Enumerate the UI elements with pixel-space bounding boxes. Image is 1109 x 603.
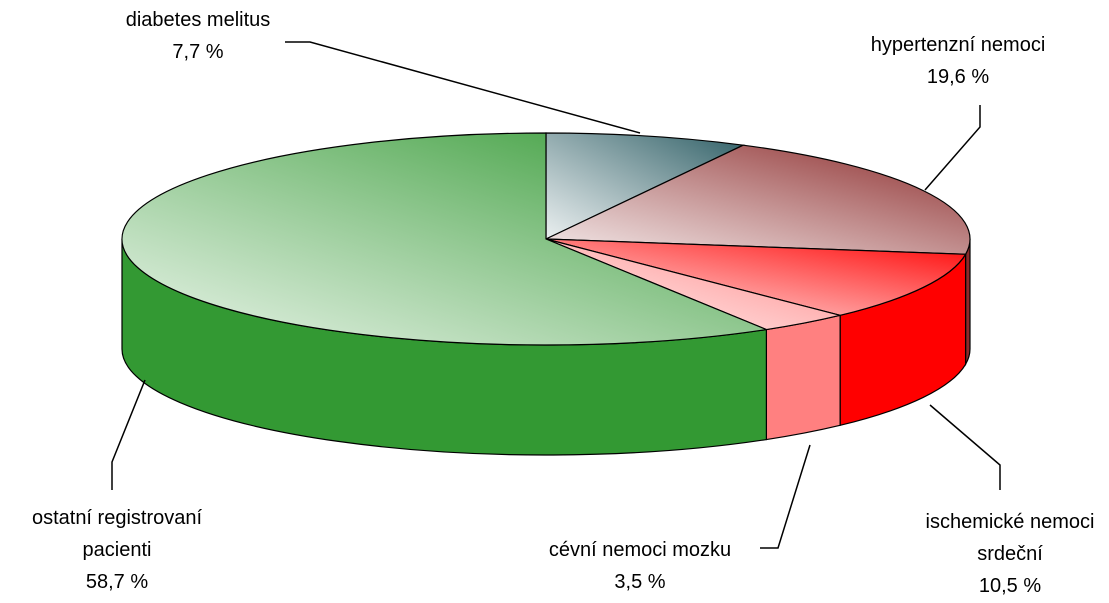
category-label: ischemické nemoci srdeční: [925, 511, 1095, 565]
pie-slice-shade: [545, 144, 971, 255]
value-label: 58,7 %: [85, 571, 149, 593]
category-label: hypertenzní nemoci: [870, 34, 1046, 56]
value-label: 7,7 %: [172, 41, 224, 63]
pie-slice-shade: [545, 238, 967, 316]
slice-label: diabetes melitus 7,7 %: [98, 4, 298, 68]
category-label: cévní nemoci mozku: [548, 539, 732, 561]
value-label: 3,5 %: [614, 571, 666, 593]
value-label: 19,6 %: [926, 66, 990, 88]
pie-slice-shade: [545, 132, 746, 240]
category-label: diabetes melitus: [125, 9, 271, 31]
slice-label: ostatní registrovaní pacienti 58,7 %: [7, 502, 227, 598]
slice-label: hypertenzní nemoci 19,6 %: [848, 29, 1068, 93]
value-label: 10,5 %: [978, 575, 1042, 597]
pie-slice-side: [765, 314, 841, 441]
category-label: ostatní registrovaní pacienti: [31, 507, 203, 561]
leader-line: [760, 444, 811, 549]
pie-slice-shade: [121, 132, 769, 346]
leader-line: [111, 379, 146, 490]
leader-line: [929, 404, 1001, 490]
leader-line: [285, 41, 641, 134]
leader-line: [924, 105, 981, 191]
slice-label: ischemické nemoci srdeční 10,5 %: [915, 506, 1105, 602]
pie-slice-side: [964, 238, 971, 367]
slice-label: cévní nemoci mozku 3,5 %: [510, 534, 770, 598]
